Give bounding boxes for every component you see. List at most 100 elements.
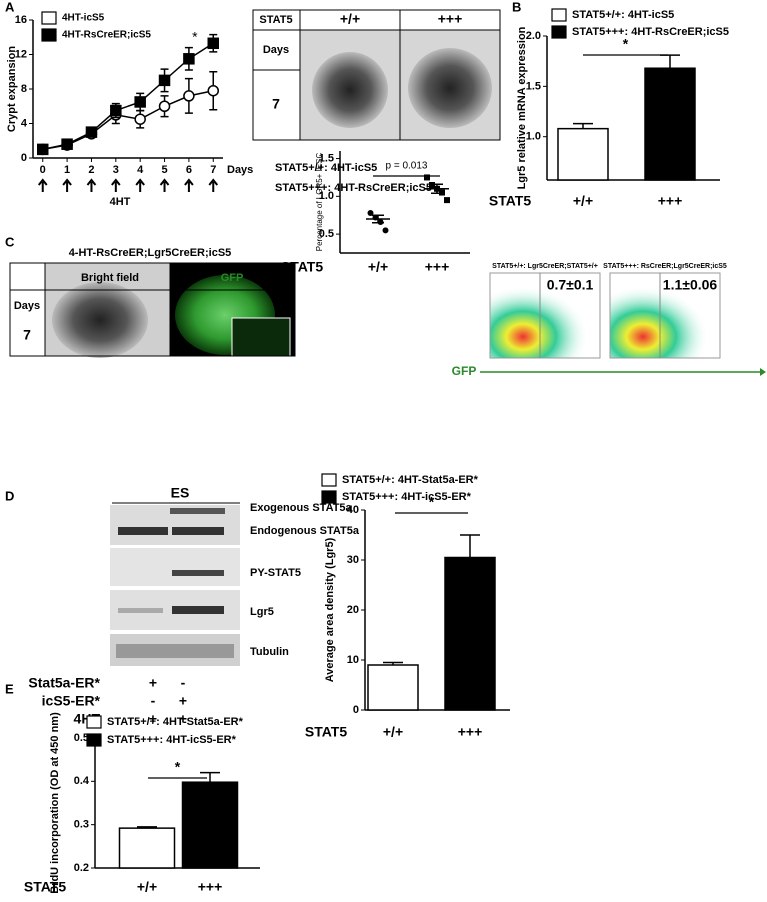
x-tick-label: 2 [88, 164, 94, 176]
y-tick-label: 0.5 [319, 228, 334, 240]
band [172, 527, 224, 535]
y-axis-label: BrdU incorporation (OD at 450 nm) [49, 712, 61, 894]
y-tick-label: 0.4 [74, 775, 90, 787]
y-axis-label: Percentage of LGR5+ IESC [315, 153, 324, 252]
legend-swatch [86, 733, 102, 747]
treatment-arrow [37, 178, 48, 192]
treatment-arrow [111, 178, 121, 192]
bar [557, 127, 609, 181]
panel-label: D [5, 488, 14, 503]
band [118, 608, 163, 613]
annotation: * [175, 759, 181, 775]
treatment-arrow [62, 178, 72, 192]
x-tick-label: +++ [425, 259, 450, 275]
x-tick-label: +++ [198, 879, 223, 895]
panel-title: 4-HT-RsCreER;Lgr5CreER;icS5 [69, 247, 232, 259]
point [110, 104, 122, 117]
band-label: Lgr5 [250, 606, 274, 618]
flow-plot [489, 272, 601, 359]
inset [231, 317, 291, 357]
point [207, 37, 220, 50]
error-bar [431, 183, 443, 195]
legend-label: STAT5+/+: 4HT-Stat5a-ER* [342, 474, 479, 486]
condition-sign: + [149, 711, 157, 727]
condition-sign: - [181, 675, 186, 691]
treatment-label: 4HT [110, 196, 131, 208]
band-label: Exogenous STAT5a [250, 502, 353, 514]
band-label: PY-STAT5 [250, 567, 301, 579]
band [170, 508, 225, 514]
annotation: * [429, 494, 435, 510]
table-cell: 7 [272, 96, 280, 112]
caption: STAT5+++: 4HT-RsCreER;icS5 [275, 182, 432, 194]
point [207, 84, 220, 97]
table-cell: 7 [23, 327, 31, 343]
y-tick-label: 1.0 [319, 190, 334, 202]
x-axis-label: STAT5 [489, 193, 531, 209]
band [118, 527, 168, 535]
y-tick-label: 8 [21, 83, 27, 95]
legend-swatch [551, 8, 567, 22]
condition-sign: - [151, 693, 156, 709]
table-header: +++ [438, 11, 463, 27]
y-tick-label: 4 [21, 117, 28, 129]
legend-label: STAT5+++: 4HT-icS5-ER* [107, 734, 237, 746]
y-tick-label: 2.0 [526, 30, 541, 42]
flow-title: STAT5+++: RsCreER;Lgr5CreER;icS5 [603, 263, 727, 270]
point [85, 126, 98, 138]
x-tick-label: 6 [186, 164, 192, 176]
organoid [408, 48, 492, 128]
y-tick-label: 0 [353, 704, 359, 716]
legend-swatch [86, 715, 102, 729]
x-tick-label: +/+ [137, 879, 157, 895]
band [172, 606, 224, 614]
treatment-arrow [159, 178, 170, 192]
legend-swatch [41, 11, 57, 25]
y-tick-label: 1.5 [319, 152, 334, 164]
y-axis-label: Average area density (Lgr5) [324, 537, 336, 682]
error-bar [372, 214, 384, 224]
condition-sign: + [179, 693, 187, 709]
point [61, 138, 73, 150]
x-tick-label: 3 [113, 164, 119, 176]
y-axis-label: Crypt expansion [6, 46, 18, 132]
treatment-arrow [184, 178, 194, 192]
bar [644, 67, 696, 181]
blot [110, 548, 240, 586]
table-cell: Days [14, 300, 40, 312]
y-tick-label: 1.0 [526, 131, 541, 143]
y-tick-label: 0 [21, 152, 27, 164]
organoid [312, 52, 388, 128]
x-tick-label: +/+ [383, 724, 403, 740]
point [439, 189, 445, 196]
point [183, 90, 195, 102]
image-table: Bright field GFP Days 7 [9, 262, 296, 358]
legend-swatch [551, 25, 567, 39]
bar [444, 556, 496, 711]
x-tick-label: +++ [658, 193, 683, 209]
table-frame [252, 9, 501, 141]
flow-arrow-head [760, 368, 766, 376]
legend-label: STAT5+++: 4HT-icS5-ER* [342, 491, 472, 503]
band [116, 644, 234, 658]
panel-label: C [5, 234, 15, 249]
point [382, 227, 389, 234]
flow-x-label: GFP [452, 364, 477, 378]
band [172, 570, 224, 576]
y-tick-label: 16 [15, 14, 27, 26]
point [134, 113, 146, 125]
point [134, 96, 146, 108]
x-tick-label: 4 [137, 164, 144, 176]
treatment-arrow [135, 178, 145, 192]
legend-label: STAT5+/+: 4HT-icS5 [572, 9, 674, 21]
x-tick-label: 5 [161, 164, 167, 176]
treatment-arrow [86, 178, 97, 192]
point [367, 209, 374, 216]
legend-swatch [41, 28, 57, 42]
point [36, 143, 49, 156]
x-axis-label: STAT5 [24, 879, 66, 895]
point [158, 100, 171, 112]
flow-title: STAT5+/+: Lgr5CreER;STAT5+/+ [492, 263, 598, 270]
x-tick-label: +/+ [573, 193, 593, 209]
band-label: Tubulin [250, 646, 289, 658]
